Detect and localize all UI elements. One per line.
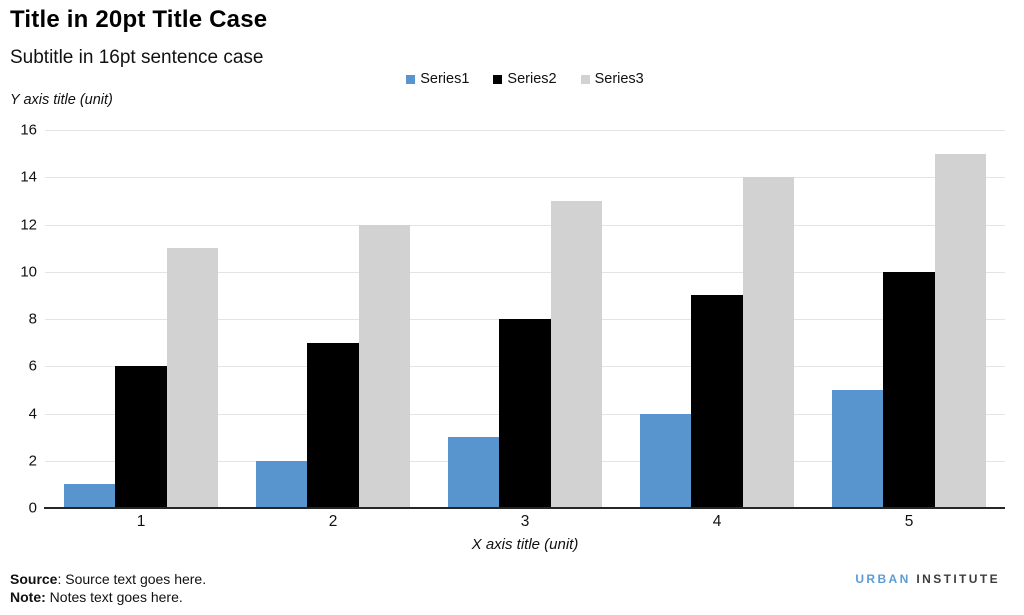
legend-item-series2: Series2 [493,71,557,87]
bar-series2-cat5 [883,271,935,508]
bar-series3-cat5 [934,153,987,508]
y-tick-label: 12 [20,216,37,233]
x-tick-label: 5 [904,513,914,530]
y-tick-label: 0 [28,499,37,517]
gridline [45,224,1005,226]
bar-group-2 [237,130,429,508]
chart-subtitle: Subtitle in 16pt sentence case [10,47,264,68]
legend-item-series1: Series1 [406,71,469,87]
bar-group-4 [621,130,813,508]
bar-series3-cat2 [358,224,411,508]
source-text: : Source text goes here. [57,571,207,587]
note-line: Note: Notes text goes here. [10,588,206,606]
bar-series1-cat2 [255,460,308,508]
bar-series1-cat3 [447,437,500,508]
y-axis-labels: 0 2 4 6 8 10 12 14 16 [0,123,37,516]
bar-group-3 [429,130,621,508]
legend-label: Series2 [507,71,557,87]
x-axis-title: X axis title (unit) [471,536,579,553]
legend-swatch-series3 [580,74,590,84]
bar-series2-cat3 [499,319,551,508]
note-text: Notes text goes here. [45,589,183,605]
source-line: Source: Source text goes here. [10,570,206,588]
legend-swatch-series1 [406,74,416,84]
gridline [45,271,1005,273]
x-axis-labels: 1 2 3 4 5 [45,513,1005,531]
y-tick-label: 10 [20,263,37,281]
urban-institute-logo: URBAN INSTITUTE [855,572,1000,586]
x-tick-label: 1 [136,513,146,530]
x-tick-label: 4 [712,513,722,530]
gridline [45,177,1005,179]
plot-area [44,130,1005,509]
note-label: Note: [10,589,46,605]
legend-label: Series3 [594,71,644,87]
bar-groups [45,130,1005,508]
legend-item-series3: Series3 [580,71,644,87]
bar-series3-cat4 [742,177,795,508]
legend: Series1 Series2 Series3 [45,71,1005,87]
gridline [45,130,1005,131]
y-tick-label: 6 [28,357,37,375]
legend-label: Series1 [420,71,470,87]
y-tick-label: 16 [20,121,37,139]
bar-series1-cat4 [639,413,692,508]
legend-swatch-series2 [493,74,503,84]
y-axis-title: Y axis title (unit) [10,92,113,108]
bar-series3-cat1 [166,248,219,508]
x-axis-line [44,507,1005,509]
logo-urban: URBAN [855,572,911,586]
x-tick-label: 2 [328,513,338,530]
x-tick-label: 3 [520,513,530,530]
footer: Source: Source text goes here. Note: Not… [10,570,206,606]
source-label: Source [10,571,58,587]
bar-series3-cat3 [550,200,603,508]
bar-series1-cat5 [831,389,884,508]
logo-institute: INSTITUTE [916,572,1000,586]
bar-series2-cat2 [307,342,359,508]
bar-series2-cat4 [691,295,743,508]
y-tick-label: 4 [28,405,37,422]
bar-group-1 [45,130,237,508]
bar-series2-cat1 [115,366,167,508]
bar-group-5 [813,130,1005,508]
y-tick-label: 14 [20,168,37,186]
y-tick-label: 2 [28,452,37,470]
chart-title: Title in 20pt Title Case [10,6,268,33]
y-tick-label: 8 [28,310,37,328]
bar-series1-cat1 [63,484,116,508]
